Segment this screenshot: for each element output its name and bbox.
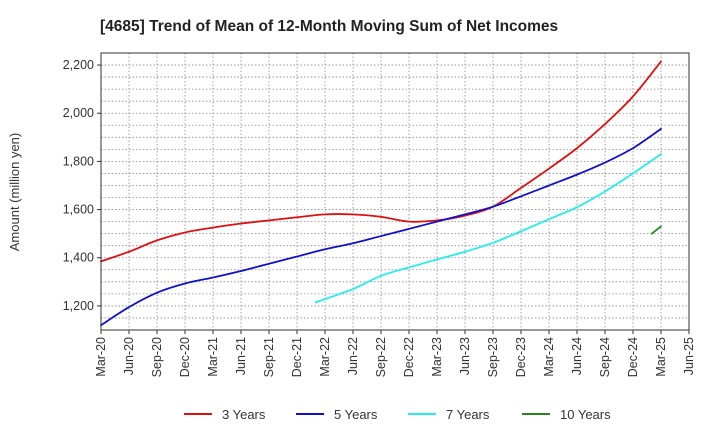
legend: 3 Years 5 Years 7 Years 10 Years (184, 407, 611, 422)
x-tick-label: Sep-23 (486, 337, 500, 377)
series-line-3-years (100, 60, 662, 263)
chart-title: [4685] Trend of Mean of 12-Month Moving … (100, 18, 558, 35)
x-tick-label: Mar-23 (430, 337, 444, 377)
y-tick-label: 1,600 (63, 203, 94, 217)
x-tick-label: Mar-21 (206, 337, 220, 377)
plot-frame (100, 52, 690, 331)
legend-label-5-years: 5 Years (334, 407, 378, 422)
x-tick-label: Dec-24 (626, 337, 640, 377)
series-line-5-years (100, 127, 662, 327)
x-tick-label: Dec-20 (178, 337, 192, 377)
y-tick-label: 1,400 (63, 251, 94, 265)
x-tick-label: Dec-23 (514, 337, 528, 377)
x-tick-label: Sep-21 (262, 337, 276, 377)
y-tick-label: 1,800 (63, 154, 94, 168)
series-line-10-years (650, 225, 662, 235)
x-tick-label: Jun-22 (346, 337, 360, 375)
x-tick-label: Jun-25 (682, 337, 696, 375)
legend-label-3-years: 3 Years (222, 407, 266, 422)
x-tick-label: Sep-22 (374, 337, 388, 377)
legend-label-7-years: 7 Years (446, 407, 490, 422)
x-tick-label: Mar-20 (94, 337, 108, 377)
y-axis-ticks: 1,200 1,400 1,600 1,800 2,000 2,200 (63, 58, 101, 313)
y-tick-label: 1,200 (63, 299, 94, 313)
x-tick-label: Mar-22 (318, 337, 332, 377)
x-tick-label: Sep-24 (598, 337, 612, 377)
legend-label-10-years: 10 Years (560, 407, 611, 422)
x-tick-label: Dec-22 (402, 337, 416, 377)
y-tick-label: 2,200 (63, 58, 94, 72)
x-tick-label: Jun-23 (458, 337, 472, 375)
x-tick-label: Mar-25 (654, 337, 668, 377)
x-tick-label: Dec-21 (290, 337, 304, 377)
plot-area (101, 53, 689, 330)
x-tick-label: Sep-20 (150, 337, 164, 377)
y-axis-label: Amount (million yen) (7, 133, 22, 252)
x-tick-label: Jun-20 (122, 337, 136, 375)
x-axis-ticks: Mar-20 Jun-20 Sep-20 Dec-20 Mar-21 Jun-21 Sep-… (94, 330, 696, 377)
series-lines (100, 60, 662, 327)
x-tick-label: Jun-24 (570, 337, 584, 375)
series-line-7-years (314, 153, 662, 304)
x-tick-label: Jun-21 (234, 337, 248, 375)
grid (100, 52, 690, 330)
y-tick-label: 2,000 (63, 106, 94, 120)
x-tick-label: Mar-24 (542, 337, 556, 377)
